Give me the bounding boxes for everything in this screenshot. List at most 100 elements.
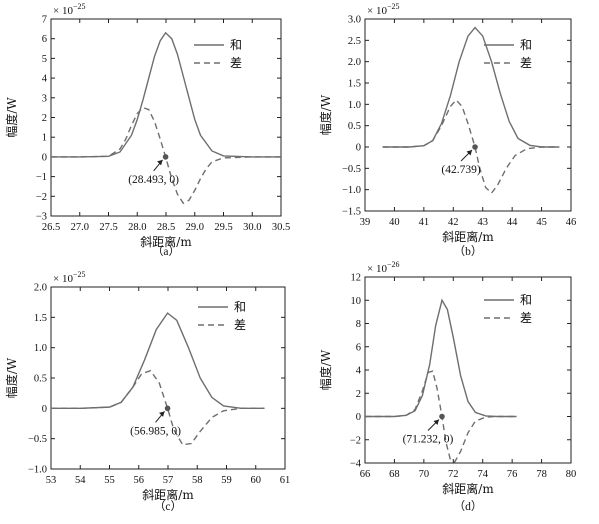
y-tick-label: −3 — [36, 212, 47, 223]
x-tick-label: 45 — [536, 217, 547, 228]
legend-label: 和 — [520, 293, 532, 307]
y-multiplier-exponent: −25 — [387, 2, 400, 11]
x-tick-label: 70 — [419, 469, 430, 480]
x-axis-label: 斜距离/m — [140, 234, 192, 249]
x-tick-label: 43 — [477, 217, 488, 228]
annotation-arrowhead — [159, 411, 165, 417]
y-tick-label: −2 — [36, 192, 47, 203]
panel-caption: （d） — [454, 500, 483, 513]
plot-frame — [50, 18, 282, 217]
x-tick-label: 74 — [477, 469, 488, 480]
y-tick-label: 1.0 — [348, 100, 361, 111]
crossing-point-annotation: (71.232, 0) — [403, 434, 454, 446]
x-tick-label: 72 — [448, 469, 459, 480]
crossing-point-marker — [162, 154, 169, 160]
legend-label: 和 — [230, 38, 242, 52]
sum-series-line — [382, 26, 560, 148]
y-multiplier-base: × 10 — [367, 263, 387, 275]
x-tick-label: 80 — [566, 469, 577, 480]
y-tick-label: 0.5 — [348, 121, 361, 132]
x-tick-label: 58 — [192, 475, 203, 486]
y-multiplier-exponent: −25 — [73, 2, 86, 11]
y-tick-label: 0 — [42, 152, 47, 163]
chart-panel: 26.5 27.0 27.5 28.0 28.5 29.0 29.5 30.0 30.5 −3 −2… — [4, 2, 290, 258]
x-tick-label: 40 — [389, 217, 400, 228]
crossing-point-annotation: (56.985, 0) — [130, 425, 181, 437]
x-tick-label: 39 — [360, 217, 371, 228]
legend-label: 差 — [230, 56, 242, 70]
y-tick-label: 2.0 — [34, 283, 47, 294]
x-axis-label: 斜距离/m — [142, 487, 194, 502]
x-tick-label: 76 — [507, 469, 518, 480]
difference-series-line — [382, 99, 560, 195]
y-tick-label: 6 — [42, 34, 47, 45]
crossing-point-marker — [164, 405, 171, 412]
x-tick-label: 59 — [221, 475, 232, 486]
y-tick-label: −0.5 — [28, 434, 47, 445]
y-tick-label: 10 — [351, 296, 362, 307]
y-tick-label: −4 — [350, 459, 362, 470]
y-tick-label: 1.5 — [348, 79, 361, 90]
annotation-arrowhead — [157, 159, 163, 166]
y-multiplier: × 10−26 — [367, 260, 399, 275]
y-tick-label: −1.0 — [342, 185, 361, 196]
x-tick-label: 44 — [507, 217, 518, 228]
chart-panel: 53 54 55 56 57 58 59 60 61 −1.0 −0.5 0 0.5 1.0 1.5 2.0 ×… — [4, 270, 290, 513]
x-tick-label: 41 — [419, 217, 430, 228]
y-multiplier-base: × 10 — [367, 5, 387, 17]
panel-caption: （b） — [454, 245, 483, 258]
y-tick-label: 0 — [356, 143, 361, 154]
legend-label: 和 — [234, 300, 246, 314]
y-axis-label: 幅度/W — [4, 357, 19, 398]
crossing-point-annotation: (42.739) — [441, 164, 480, 176]
crossing-point-marker — [439, 413, 445, 420]
x-axis-label: 斜距离/m — [442, 229, 494, 244]
panel-caption: （c） — [154, 500, 182, 513]
y-tick-label: 2.0 — [348, 57, 361, 68]
annotation-arrowhead — [466, 150, 473, 156]
x-tick-label: 54 — [75, 475, 86, 486]
y-tick-label: 3.0 — [348, 15, 361, 26]
y-tick-label: −1.0 — [28, 465, 47, 476]
legend-label: 差 — [520, 311, 532, 325]
y-tick-label: 12 — [351, 273, 362, 284]
y-tick-label: −2 — [350, 435, 361, 446]
plot-frame — [364, 276, 572, 464]
y-tick-label: −1.5 — [342, 207, 361, 218]
y-multiplier-base: × 10 — [53, 273, 73, 285]
x-tick-label: 29.0 — [186, 222, 204, 233]
y-multiplier-exponent: −26 — [387, 260, 400, 269]
y-axis-label: 幅度/W — [4, 97, 19, 138]
y-multiplier: × 10−25 — [53, 270, 85, 285]
x-tick-label: 55 — [104, 475, 115, 486]
y-tick-label: 4 — [356, 366, 362, 377]
y-tick-label: 0.5 — [34, 374, 47, 385]
crossing-point-marker — [472, 144, 478, 150]
legend-label: 差 — [520, 56, 532, 70]
y-tick-label: 0 — [356, 412, 361, 423]
y-tick-label: 4 — [42, 74, 48, 85]
annotation-arrowhead — [433, 419, 439, 425]
y-tick-label: 7 — [42, 15, 47, 26]
y-multiplier-base: × 10 — [53, 5, 73, 17]
x-tick-label: 60 — [251, 475, 262, 486]
sum-series-line — [51, 312, 265, 410]
x-tick-label: 30.0 — [243, 222, 261, 233]
legend-label: 和 — [520, 38, 532, 52]
y-axis-label: 幅度/W — [318, 94, 333, 135]
plot-frame — [364, 18, 572, 212]
x-tick-label: 29.5 — [214, 222, 232, 233]
x-tick-label: 46 — [566, 217, 577, 228]
y-multiplier-exponent: −25 — [73, 270, 86, 279]
y-tick-label: 1 — [42, 133, 47, 144]
x-tick-label: 26.5 — [42, 222, 60, 233]
y-multiplier: × 10−25 — [53, 2, 85, 17]
x-tick-label: 28.0 — [128, 222, 146, 233]
crossing-point-annotation: (28.493, 0) — [128, 174, 179, 186]
x-tick-label: 27.0 — [71, 222, 89, 233]
difference-series-line — [51, 369, 265, 446]
x-tick-label: 57 — [163, 475, 174, 486]
panel-caption: （a） — [152, 245, 180, 258]
y-axis-label: 幅度/W — [318, 349, 333, 390]
